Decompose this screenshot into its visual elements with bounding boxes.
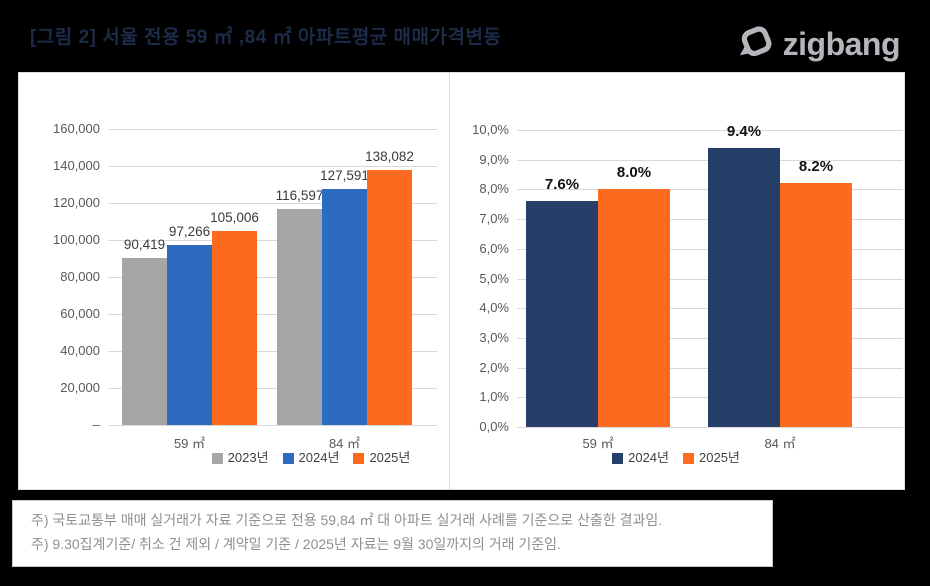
y-axis-label: 4,0% — [479, 300, 509, 316]
legend-label: 2025년 — [699, 450, 740, 465]
legend-label: 2025년 — [369, 450, 411, 465]
x-axis-category-label: 59 ㎡ — [582, 436, 614, 451]
legend-swatch-icon — [353, 452, 365, 464]
gridline — [108, 314, 437, 315]
y-axis-label: – — [92, 417, 100, 432]
bar-2023년-59㎡ — [122, 257, 167, 425]
legend-swatch-icon — [282, 452, 294, 464]
gridline — [108, 388, 437, 389]
chart-legend: 2023년 2024년 2025년 — [61, 450, 561, 466]
gridline — [108, 203, 437, 204]
bar-2025년-84㎡ — [780, 183, 852, 427]
gridline — [108, 277, 437, 278]
bar-value-label: 127,591 — [320, 167, 369, 183]
zigbang-logo: zigbang — [737, 22, 901, 65]
gridline — [108, 425, 437, 426]
bar-value-label: 8.2% — [798, 158, 834, 176]
bar-2024년-59㎡ — [526, 201, 598, 427]
bar-value-label: 138,082 — [365, 148, 414, 164]
y-axis-label: 6,0% — [479, 240, 509, 256]
zigbang-wordmark: zigbang — [782, 25, 901, 62]
legend-swatch-icon — [211, 452, 223, 464]
legend-item-2025년: 2025년 — [683, 450, 740, 466]
bar-value-label: 9.4% — [726, 122, 762, 140]
x-axis-category-label: 59 ㎡ — [173, 436, 206, 451]
y-axis-label: 7,0% — [479, 211, 509, 227]
y-axis-label: 120,000 — [53, 195, 100, 210]
legend-swatch-icon — [683, 452, 694, 464]
panel-divider — [449, 72, 450, 490]
bar-value-label: 7.6% — [544, 176, 580, 194]
legend-item-2024년: 2024년 — [282, 450, 340, 466]
gridline — [108, 240, 437, 241]
y-axis-label: 160,000 — [53, 121, 100, 136]
bar-2025년-59㎡ — [212, 230, 257, 425]
gridline — [517, 427, 903, 428]
bar-2024년-59㎡ — [167, 245, 212, 425]
bar-2024년-84㎡ — [322, 188, 367, 425]
y-axis-label: 10,0% — [472, 122, 509, 137]
legend-item-2023년: 2023년 — [211, 450, 269, 466]
legend-label: 2024년 — [628, 450, 669, 465]
bar-value-label: 8.0% — [616, 164, 652, 182]
y-axis-label: 9,0% — [479, 151, 509, 167]
bar-value-label: 105,006 — [210, 209, 259, 225]
footer-notes-box: 주) 국토교통부 매매 실거래가 자료 기준으로 전용 59,84 ㎡ 대 아파… — [12, 500, 773, 567]
legend-label: 2024년 — [298, 450, 340, 465]
gridline — [108, 129, 437, 130]
footer-note-line-1: 주) 국토교통부 매매 실거래가 자료 기준으로 전용 59,84 ㎡ 대 아파… — [31, 512, 663, 528]
bar-2023년-84㎡ — [277, 209, 322, 425]
y-axis-label: 20,000 — [60, 380, 100, 395]
x-axis-category-label: 84 ㎡ — [764, 436, 796, 451]
y-axis-label: 140,000 — [53, 158, 100, 173]
zigbang-logo-icon — [737, 22, 775, 65]
legend-item-2025년: 2025년 — [353, 450, 410, 466]
chart-legend: 2024년 2025년 — [426, 450, 926, 466]
bar-2025년-84㎡ — [367, 169, 412, 425]
legend-item-2024년: 2024년 — [612, 450, 669, 466]
gridline — [108, 166, 437, 167]
gridline — [108, 351, 437, 352]
page-title: [그림 2] 서울 전용 59 ㎡ ,84 ㎡ 아파트평균 매매가격변동 — [30, 27, 502, 48]
y-axis-label: 80,000 — [60, 269, 100, 284]
y-axis-label: 5,0% — [479, 270, 509, 286]
bar-value-label: 116,597 — [275, 188, 324, 204]
bar-value-label: 97,266 — [168, 224, 211, 240]
bar-2024년-84㎡ — [708, 147, 780, 427]
y-axis-label: 60,000 — [60, 306, 100, 321]
footer-note-line-2: 주) 9.30집계기준/ 취소 건 제외 / 계약일 기준 / 2025년 자료… — [31, 536, 561, 552]
x-axis-category-label: 84 ㎡ — [328, 436, 361, 451]
y-axis-label: 8,0% — [479, 181, 509, 197]
legend-label: 2023년 — [227, 450, 269, 465]
y-axis-label: 2,0% — [479, 359, 509, 375]
y-axis-label: 0,0% — [479, 419, 509, 434]
legend-swatch-icon — [612, 452, 624, 464]
bar-2025년-59㎡ — [598, 189, 670, 427]
y-axis-label: 1,0% — [479, 389, 509, 405]
gridline — [517, 130, 903, 131]
y-axis-label: 40,000 — [60, 343, 100, 358]
bar-value-label: 90,419 — [123, 236, 166, 252]
y-axis-label: 100,000 — [53, 232, 100, 247]
y-axis-label: 3,0% — [479, 329, 509, 345]
